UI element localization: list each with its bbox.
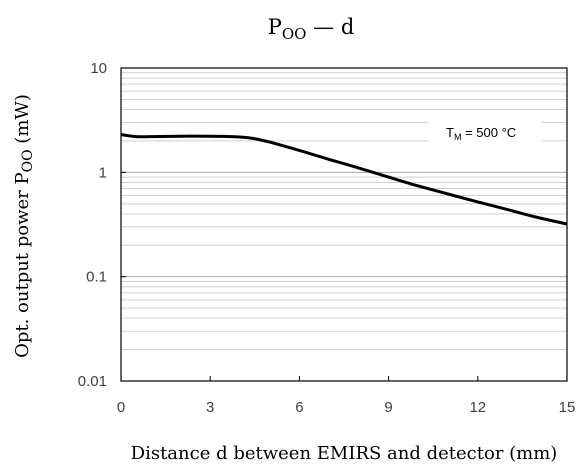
axis-ticks — [120, 67, 568, 382]
x-axis-title: Distance d between EMIRS and detector (m… — [131, 443, 558, 464]
x-axis-tick-labels: 0 3 6 9 12 15 — [117, 399, 576, 416]
y-tick-label: 10 — [90, 60, 107, 77]
x-tick-label: 0 — [117, 399, 125, 416]
x-tick-label: 12 — [469, 399, 486, 416]
grid-lines — [121, 72, 567, 382]
annotation-text: TM = 500 °C — [446, 125, 516, 142]
x-tick-label: 15 — [559, 399, 576, 416]
temperature-annotation: TM = 500 °C — [428, 115, 542, 147]
chart-title: POO — d — [268, 15, 355, 43]
plot-frame — [120, 67, 568, 382]
annotation-box — [428, 115, 542, 147]
y-tick-label: 1 — [99, 164, 107, 181]
x-tick-label: 6 — [295, 399, 303, 416]
y-axis-title: Opt. output power POO (mW) — [12, 94, 36, 358]
x-tick-label: 9 — [384, 399, 392, 416]
y-tick-label: 0.1 — [86, 269, 107, 286]
y-axis-tick-labels: 0.01 0.1 1 10 — [78, 60, 107, 390]
series-line — [120, 133, 568, 226]
y-tick-label: 0.01 — [78, 373, 107, 390]
x-tick-label: 3 — [206, 399, 214, 416]
